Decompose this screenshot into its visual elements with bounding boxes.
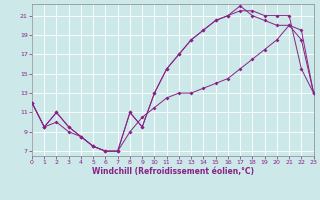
X-axis label: Windchill (Refroidissement éolien,°C): Windchill (Refroidissement éolien,°C) [92,167,254,176]
